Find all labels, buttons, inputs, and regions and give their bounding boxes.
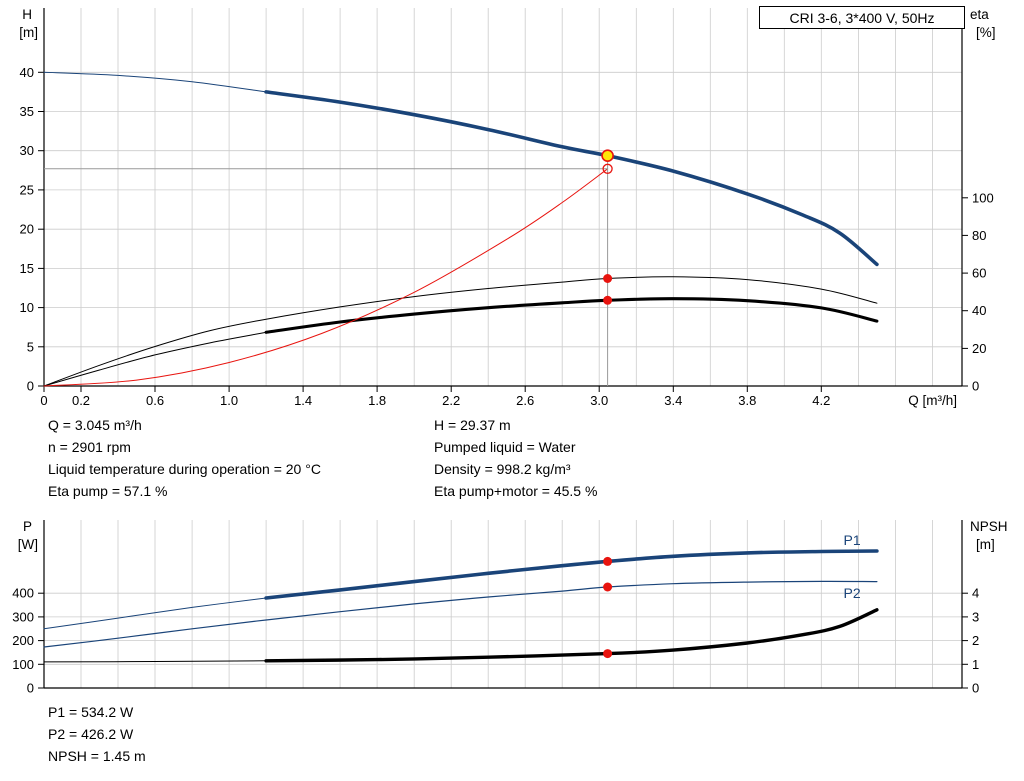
- y-left-tick-label: 400: [12, 586, 34, 601]
- y-right-tick-label: 3: [972, 609, 979, 624]
- y-left-axis-unit: [W]: [18, 537, 38, 552]
- info-head: H = 29.37 m: [434, 417, 511, 433]
- result-npsh: NPSH = 1.45 m: [48, 748, 146, 764]
- info-liquid-temp: Liquid temperature during operation = 20…: [48, 461, 321, 477]
- qh-eta-chart: 0 5 10 15 20 25 30 35 40 0 20 40 60 80 100 0 0.2 0.6 1.0 1.…: [19, 7, 995, 408]
- y-left-tick-label: 25: [20, 182, 34, 197]
- duty-point-marker[interactable]: [601, 149, 614, 162]
- y-left-tick-label: 200: [12, 633, 34, 648]
- p1-curve: [264, 549, 879, 600]
- p1-series-label: P1: [844, 532, 861, 548]
- x-tick-label: 0: [40, 393, 47, 408]
- y-right-tick-label: 0: [972, 379, 979, 394]
- p2-duty-marker: [603, 582, 613, 592]
- x-tick-label: 1.4: [294, 393, 312, 408]
- p1-duty-marker: [603, 556, 613, 566]
- info-pumped-liquid: Pumped liquid = Water: [434, 439, 576, 455]
- system-curve: [43, 168, 609, 387]
- y-left-tick-label: 15: [20, 261, 34, 276]
- npsh-curve-extension: [43, 660, 267, 663]
- eta-pump-motor-curve: [264, 297, 879, 334]
- qh-curve-extension: [43, 71, 267, 93]
- y-left-tick-label: 0: [27, 681, 34, 696]
- info-eta-pump-motor: Eta pump+motor = 45.5 %: [434, 483, 598, 499]
- eta-pump-motor-duty-marker: [603, 295, 613, 305]
- power-npsh-chart: 0 100 200 300 400 0 1 2 3 4 P [W] NPSH [m] P1 P2: [12, 519, 1007, 696]
- y-right-axis-unit: [m]: [976, 537, 995, 552]
- y-right-tick-label: 2: [972, 633, 979, 648]
- pump-title: CRI 3-6, 3*400 V, 50Hz: [789, 9, 935, 26]
- y-right-tick-label: 80: [972, 228, 986, 243]
- y-right-tick-label: 60: [972, 266, 986, 281]
- npsh-duty-marker: [603, 649, 613, 659]
- result-p2: P2 = 426.2 W: [48, 726, 134, 742]
- power-npsh-chart-plot-area[interactable]: [44, 520, 962, 688]
- y-right-tick-label: 20: [972, 341, 986, 356]
- x-tick-label: 2.6: [516, 393, 534, 408]
- y-right-tick-label: 100: [972, 190, 994, 205]
- x-axis-title: Q [m³/h]: [908, 393, 957, 408]
- npsh-curve: [264, 608, 879, 663]
- x-tick-label: 2.2: [442, 393, 460, 408]
- x-tick-label: 0.6: [146, 393, 164, 408]
- qh-eta-chart-plot-area[interactable]: [44, 8, 962, 386]
- y-left-tick-label: 40: [20, 65, 34, 80]
- x-tick-label: 3.0: [590, 393, 608, 408]
- info-speed: n = 2901 rpm: [48, 439, 131, 455]
- y-left-tick-label: 100: [12, 657, 34, 672]
- info-eta-pump: Eta pump = 57.1 %: [48, 483, 168, 499]
- info-flow: Q = 3.045 m³/h: [48, 417, 142, 433]
- y-left-tick-label: 20: [20, 222, 34, 237]
- y-left-tick-label: 35: [20, 104, 34, 119]
- y-right-axis-title: NPSH: [970, 519, 1008, 534]
- result-p1: P1 = 534.2 W: [48, 704, 134, 720]
- x-tick-label: 3.4: [664, 393, 682, 408]
- p2-series-label: P2: [844, 585, 861, 601]
- eta-pump-curve: [43, 276, 878, 387]
- y-right-axis-unit: [%]: [976, 25, 996, 40]
- y-left-axis-title: H: [22, 7, 32, 22]
- x-tick-label: 3.8: [738, 393, 756, 408]
- y-left-axis-unit: [m]: [19, 25, 38, 40]
- y-left-tick-label: 30: [20, 143, 34, 158]
- y-right-axis-title: eta: [970, 7, 989, 22]
- y-right-tick-label: 0: [972, 681, 979, 696]
- x-tick-label: 1.8: [368, 393, 386, 408]
- x-tick-label: 4.2: [812, 393, 830, 408]
- info-density: Density = 998.2 kg/m³: [434, 461, 571, 477]
- y-right-tick-label: 4: [972, 586, 979, 601]
- y-right-tick-label: 40: [972, 303, 986, 318]
- pump-title-box: CRI 3-6, 3*400 V, 50Hz: [759, 6, 965, 29]
- y-left-tick-label: 5: [27, 339, 34, 354]
- y-left-tick-label: 0: [27, 379, 34, 394]
- y-right-tick-label: 1: [972, 657, 979, 672]
- p1-curve-extension: [43, 597, 267, 630]
- y-left-tick-label: 10: [20, 300, 34, 315]
- x-tick-label: 1.0: [220, 393, 238, 408]
- x-tick-label: 0.2: [72, 393, 90, 408]
- requested-duty-marker: [602, 163, 613, 174]
- eta-pump-motor-curve-extension: [43, 331, 267, 387]
- y-left-axis-title: P: [23, 519, 32, 534]
- eta-pump-duty-marker: [603, 274, 613, 283]
- y-left-tick-label: 300: [12, 609, 34, 624]
- p2-curve: [43, 580, 878, 648]
